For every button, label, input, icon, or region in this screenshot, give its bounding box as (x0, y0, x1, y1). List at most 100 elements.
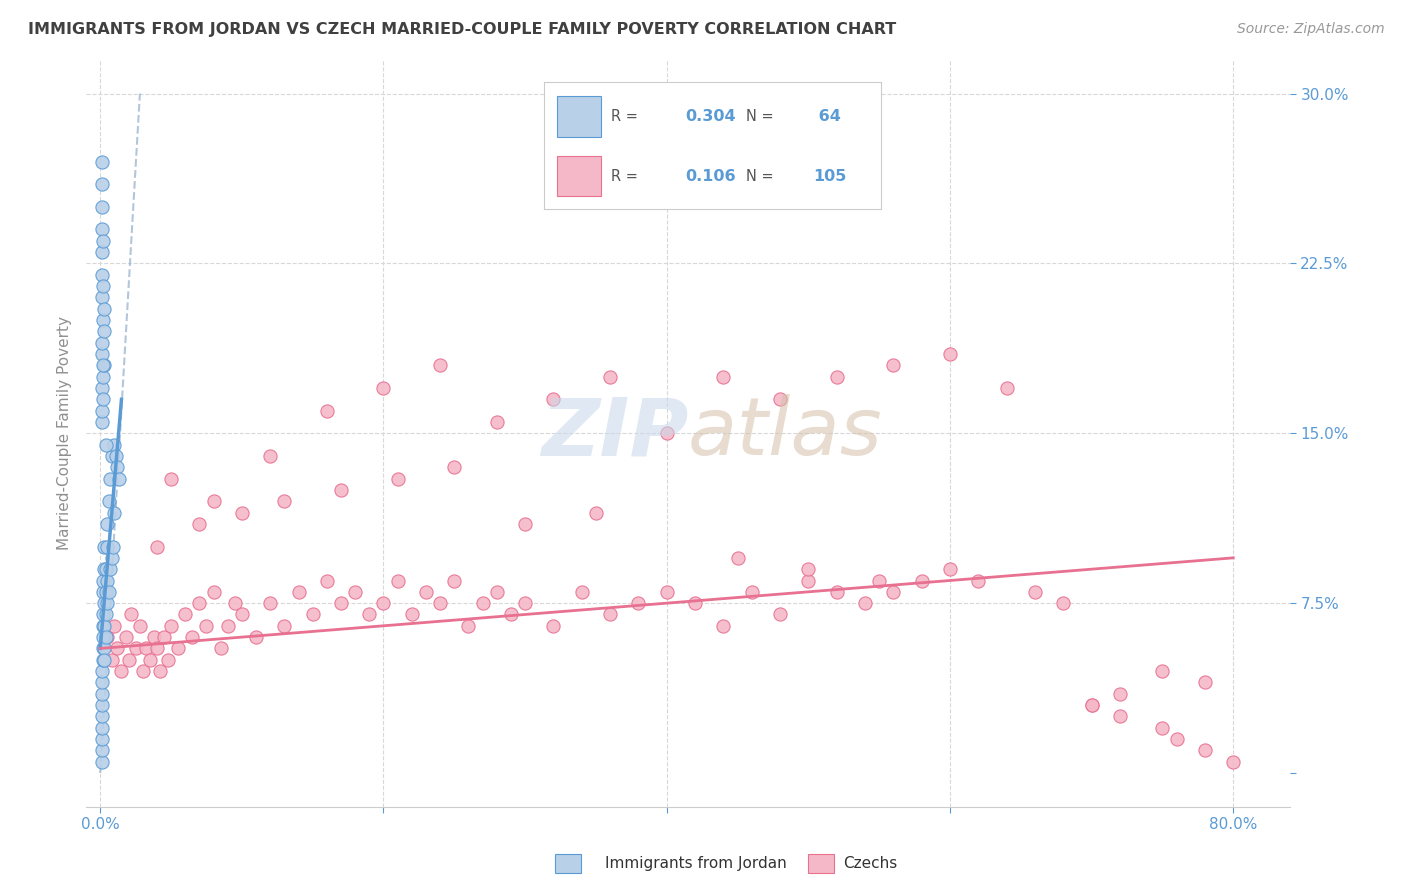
Point (741, 584, 763, 599)
Point (97, 494, 120, 508)
Point (93, 301, 115, 316)
Point (117, 653, 139, 667)
Point (1194, 675, 1216, 690)
Point (655, 426, 678, 441)
Point (97, 584, 120, 599)
Point (769, 392, 792, 407)
Point (457, 619, 479, 633)
Point (105, 641, 128, 656)
Point (93, 324, 115, 338)
Point (90, 200, 112, 214)
Point (967, 574, 990, 588)
Point (939, 347, 962, 361)
Point (513, 516, 536, 531)
Point (195, 619, 218, 633)
Point (98, 472, 121, 486)
Text: atlas: atlas (688, 394, 883, 472)
Point (94, 630, 117, 644)
Point (90, 755, 112, 769)
Point (90, 732, 112, 747)
Point (683, 596, 706, 610)
Point (98, 562, 121, 576)
Point (571, 584, 593, 599)
Point (90, 721, 112, 735)
Point (90, 177, 112, 191)
Point (401, 607, 423, 622)
Point (91, 279, 114, 293)
Point (146, 540, 169, 554)
Point (1109, 709, 1132, 723)
Point (1080, 698, 1102, 712)
Point (301, 607, 323, 622)
Point (499, 607, 522, 622)
Point (202, 494, 225, 508)
Point (93, 619, 115, 633)
Point (93, 540, 115, 554)
Point (91, 607, 114, 622)
Point (90, 154, 112, 169)
Text: Immigrants from Jordan: Immigrants from Jordan (605, 856, 786, 871)
Point (485, 584, 508, 599)
Point (1024, 584, 1046, 599)
Point (100, 550, 122, 565)
Point (93, 596, 115, 610)
Point (273, 494, 295, 508)
Point (259, 596, 281, 610)
Point (114, 630, 136, 644)
Point (128, 619, 150, 633)
Point (1152, 664, 1174, 678)
Point (387, 472, 409, 486)
Point (911, 574, 934, 588)
Point (94, 437, 117, 451)
Point (91, 653, 114, 667)
Point (96, 596, 118, 610)
Point (90, 675, 112, 690)
Point (91, 359, 114, 373)
Point (373, 596, 395, 610)
Point (231, 607, 253, 622)
Point (713, 619, 735, 633)
Point (188, 516, 211, 531)
Point (90, 687, 112, 701)
Point (797, 562, 820, 576)
Point (90, 381, 112, 395)
Point (825, 584, 848, 599)
Point (259, 449, 281, 463)
Point (181, 630, 204, 644)
Point (853, 596, 876, 610)
Point (100, 653, 122, 667)
Point (91, 234, 114, 248)
Point (90, 347, 112, 361)
Point (91, 369, 114, 384)
Point (93, 653, 115, 667)
Point (655, 584, 678, 599)
Point (90, 335, 112, 350)
Point (599, 607, 621, 622)
Point (387, 574, 409, 588)
Point (93, 562, 115, 576)
Point (585, 506, 607, 520)
Point (485, 415, 508, 429)
Point (149, 664, 172, 678)
Point (882, 584, 904, 599)
Point (96, 630, 118, 644)
Point (217, 619, 239, 633)
Point (599, 369, 621, 384)
Point (96, 574, 118, 588)
Point (188, 596, 211, 610)
Point (415, 584, 437, 599)
Point (94, 607, 117, 622)
Point (727, 550, 749, 565)
Text: Source: ZipAtlas.com: Source: ZipAtlas.com (1237, 22, 1385, 37)
Point (100, 449, 122, 463)
Point (443, 574, 465, 588)
Point (330, 483, 353, 497)
Point (143, 630, 166, 644)
Point (825, 369, 848, 384)
Point (153, 630, 176, 644)
Point (93, 359, 115, 373)
Point (94, 584, 117, 599)
Point (1052, 596, 1074, 610)
Point (713, 369, 735, 384)
Point (315, 574, 337, 588)
